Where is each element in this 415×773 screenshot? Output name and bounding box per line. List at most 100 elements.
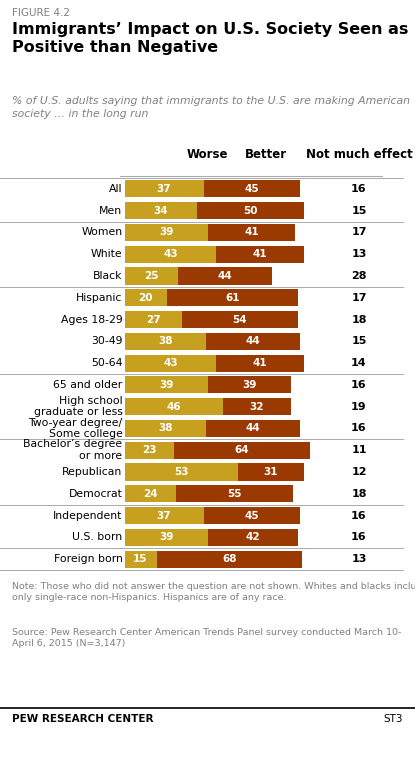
Text: Black: Black <box>93 271 122 281</box>
FancyBboxPatch shape <box>124 289 167 306</box>
Text: 14: 14 <box>351 358 367 368</box>
Text: 45: 45 <box>244 510 259 520</box>
FancyBboxPatch shape <box>223 398 291 415</box>
Text: 37: 37 <box>157 184 171 194</box>
Text: Democrat: Democrat <box>68 489 122 499</box>
Text: Source: Pew Research Center American Trends Panel survey conducted March 10-
Apr: Source: Pew Research Center American Tre… <box>12 628 402 649</box>
Text: Republican: Republican <box>62 467 122 477</box>
FancyBboxPatch shape <box>124 224 208 241</box>
Text: 16: 16 <box>351 510 367 520</box>
Text: 41: 41 <box>244 227 259 237</box>
FancyBboxPatch shape <box>208 224 295 241</box>
Text: 16: 16 <box>351 380 367 390</box>
FancyBboxPatch shape <box>176 485 293 502</box>
Text: 32: 32 <box>250 402 264 412</box>
Text: 53: 53 <box>174 467 188 477</box>
Text: 17: 17 <box>351 293 367 303</box>
Text: Better: Better <box>244 148 287 161</box>
Text: 44: 44 <box>245 336 260 346</box>
Text: 41: 41 <box>253 358 268 368</box>
Text: 16: 16 <box>351 424 367 434</box>
FancyBboxPatch shape <box>124 180 204 197</box>
Text: 15: 15 <box>351 206 367 216</box>
FancyBboxPatch shape <box>204 180 300 197</box>
Text: 39: 39 <box>159 227 173 237</box>
Text: 68: 68 <box>222 554 237 564</box>
FancyBboxPatch shape <box>124 311 182 328</box>
Text: Men: Men <box>99 206 122 216</box>
Text: Independent: Independent <box>53 510 122 520</box>
FancyBboxPatch shape <box>178 267 272 284</box>
Text: 39: 39 <box>159 533 173 543</box>
Text: Ages 18-29: Ages 18-29 <box>61 315 122 325</box>
Text: Hispanic: Hispanic <box>76 293 122 303</box>
Text: 38: 38 <box>158 424 172 434</box>
Text: 27: 27 <box>146 315 161 325</box>
FancyBboxPatch shape <box>173 441 310 459</box>
Text: 23: 23 <box>142 445 156 455</box>
FancyBboxPatch shape <box>124 202 197 220</box>
Text: Not much effect: Not much effect <box>305 148 413 161</box>
Text: Immigrants’ Impact on U.S. Society Seen as More
Positive than Negative: Immigrants’ Impact on U.S. Society Seen … <box>12 22 415 55</box>
Text: 12: 12 <box>351 467 367 477</box>
Text: 28: 28 <box>351 271 367 281</box>
Text: 44: 44 <box>245 424 260 434</box>
Text: 45: 45 <box>244 184 259 194</box>
Text: 55: 55 <box>227 489 242 499</box>
Text: White: White <box>91 249 122 259</box>
Text: % of U.S. adults saying that immigrants to the U.S. are making American
society : % of U.S. adults saying that immigrants … <box>12 96 410 119</box>
FancyBboxPatch shape <box>182 311 298 328</box>
Text: 24: 24 <box>143 489 157 499</box>
Text: 15: 15 <box>133 554 148 564</box>
FancyBboxPatch shape <box>156 550 302 567</box>
Text: 46: 46 <box>166 402 181 412</box>
FancyBboxPatch shape <box>197 202 304 220</box>
Text: Foreign born: Foreign born <box>54 554 122 564</box>
FancyBboxPatch shape <box>124 246 216 263</box>
Text: 42: 42 <box>245 533 260 543</box>
FancyBboxPatch shape <box>238 464 304 481</box>
FancyBboxPatch shape <box>124 420 206 437</box>
FancyBboxPatch shape <box>124 267 178 284</box>
Text: 50-64: 50-64 <box>91 358 122 368</box>
FancyBboxPatch shape <box>167 289 298 306</box>
Text: FIGURE 4.2: FIGURE 4.2 <box>12 8 71 18</box>
Text: 17: 17 <box>351 227 367 237</box>
Text: Women: Women <box>81 227 122 237</box>
Text: 43: 43 <box>163 249 178 259</box>
Text: All: All <box>109 184 122 194</box>
Text: 39: 39 <box>242 380 257 390</box>
Text: 16: 16 <box>351 184 367 194</box>
Text: High school
graduate or less: High school graduate or less <box>34 396 122 417</box>
Text: 31: 31 <box>264 467 278 477</box>
Text: Bachelor’s degree
or more: Bachelor’s degree or more <box>23 439 122 461</box>
Text: 18: 18 <box>351 315 367 325</box>
Text: 30-49: 30-49 <box>91 336 122 346</box>
Text: ST3: ST3 <box>383 714 403 724</box>
Text: 18: 18 <box>351 489 367 499</box>
Text: 65 and older: 65 and older <box>53 380 122 390</box>
Text: 54: 54 <box>232 315 247 325</box>
FancyBboxPatch shape <box>208 376 291 393</box>
Text: Note: Those who did not answer the question are not shown. Whites and blacks inc: Note: Those who did not answer the quest… <box>12 582 415 602</box>
FancyBboxPatch shape <box>124 332 206 350</box>
Text: 44: 44 <box>217 271 232 281</box>
FancyBboxPatch shape <box>204 507 300 524</box>
Text: 50: 50 <box>243 206 258 216</box>
Text: Worse: Worse <box>187 148 228 161</box>
Text: 16: 16 <box>351 533 367 543</box>
Text: 13: 13 <box>351 554 367 564</box>
Text: 61: 61 <box>225 293 240 303</box>
Text: 37: 37 <box>157 510 171 520</box>
FancyBboxPatch shape <box>124 398 223 415</box>
FancyBboxPatch shape <box>124 376 208 393</box>
FancyBboxPatch shape <box>124 441 173 459</box>
FancyBboxPatch shape <box>216 246 304 263</box>
Text: Two-year degree/
Some college: Two-year degree/ Some college <box>28 417 122 439</box>
Text: 34: 34 <box>154 206 168 216</box>
FancyBboxPatch shape <box>208 529 298 546</box>
Text: U.S. born: U.S. born <box>72 533 122 543</box>
FancyBboxPatch shape <box>206 420 300 437</box>
FancyBboxPatch shape <box>124 529 208 546</box>
Text: 43: 43 <box>163 358 178 368</box>
